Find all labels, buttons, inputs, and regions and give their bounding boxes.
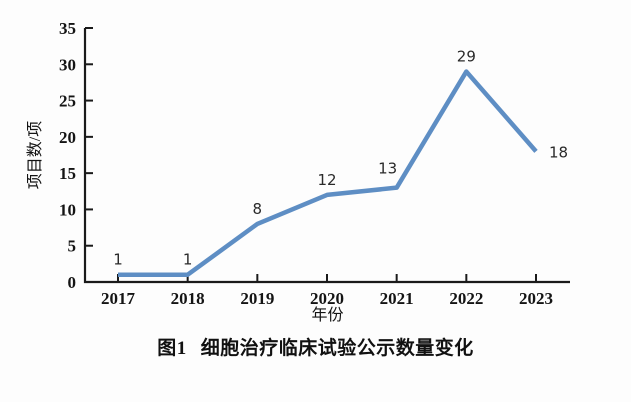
figure-title: 细胞治疗临床试验公示数量变化: [200, 338, 474, 359]
x-tick-label: 2019: [240, 289, 274, 308]
figure-label: 图1: [157, 338, 187, 359]
data-point-label: 8: [253, 200, 263, 218]
data-point-label: 1: [183, 251, 193, 269]
figure-caption: 图1 细胞治疗临床试验公示数量变化: [0, 333, 631, 360]
y-tick-label: 30: [59, 55, 76, 74]
y-tick-label: 35: [59, 19, 76, 38]
data-point-label: 12: [317, 171, 336, 189]
x-axis-title: 年份: [311, 306, 343, 324]
y-axis-title: 项目数/项: [26, 121, 44, 189]
x-tick-label: 2020: [310, 289, 344, 308]
x-tick-label: 2017: [101, 289, 136, 308]
y-tick-label: 25: [59, 92, 76, 111]
y-tick-label: 0: [68, 273, 77, 292]
data-line: [118, 69, 538, 277]
x-tick-label: 2022: [449, 289, 483, 308]
data-point-label: 29: [457, 48, 476, 66]
x-tick-label: 2023: [519, 289, 553, 308]
y-tick-label: 15: [59, 164, 76, 183]
y-tick-label: 5: [68, 237, 77, 256]
data-point-label: 13: [378, 160, 397, 178]
x-tick-label: 2018: [171, 289, 205, 308]
data-point-label: 18: [549, 143, 568, 161]
x-tick-label: 2021: [380, 289, 414, 308]
y-tick-label: 20: [59, 128, 76, 147]
axes: [83, 28, 570, 284]
line-chart: 0 5 10 15 20 25 30 35 2017 2018 2019 2020 2021 2022 20…: [26, 19, 570, 324]
y-tick-label: 10: [59, 200, 76, 219]
data-point-label: 1: [113, 251, 123, 269]
